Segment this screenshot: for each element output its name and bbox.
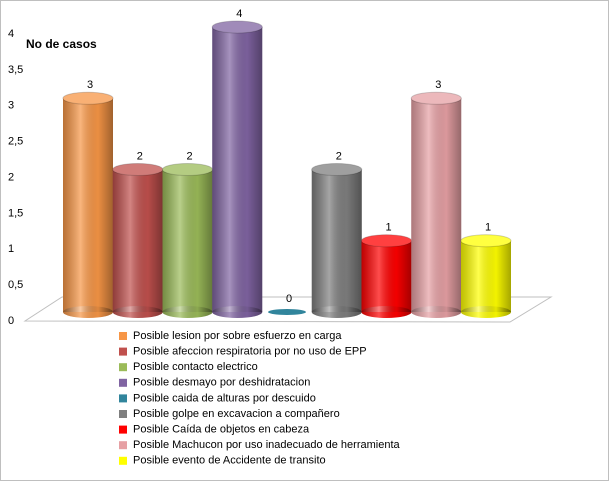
legend-label: Posible lesion por sobre esfuerzo en car…	[133, 330, 342, 342]
bar-top	[211, 20, 263, 34]
y-tick-label: 0	[8, 315, 14, 327]
y-tick-label: 1,5	[8, 207, 23, 219]
y-tick-label: 1	[8, 243, 14, 255]
legend-label: Posible evento de Accidente de transito	[133, 455, 326, 467]
legend-swatch	[119, 332, 127, 340]
y-tick-label: 2,5	[8, 136, 23, 148]
legend-label: Posible afeccion respiratoria por no uso…	[133, 346, 367, 358]
data-label: 2	[137, 150, 143, 162]
bar-top-light	[311, 163, 362, 176]
data-label: 3	[87, 79, 93, 91]
data-label: 1	[485, 222, 491, 234]
legend-label: Posible desmayo por deshidratacion	[133, 377, 310, 389]
bar-top-light	[63, 92, 113, 105]
y-tick-label: 3	[8, 100, 14, 112]
bar-shade	[63, 98, 113, 312]
legend-swatch	[119, 378, 127, 387]
legend-label: Posible Machucon por uso inadecuado de h…	[133, 439, 400, 451]
bar-disk	[268, 309, 306, 315]
bar-shade	[411, 98, 462, 312]
axis-title: No de casos	[26, 37, 97, 51]
data-label: 0	[286, 293, 292, 305]
bar-top-light	[361, 234, 412, 247]
bar	[162, 163, 213, 318]
legend-label: Posible golpe en excavacion a compañero	[133, 408, 340, 420]
legend-swatch	[119, 363, 127, 372]
bar-shade	[212, 27, 263, 312]
legend-swatch	[119, 394, 127, 403]
bar-top-light	[112, 163, 163, 176]
bar	[268, 309, 306, 315]
bar	[361, 234, 412, 318]
bar	[410, 91, 462, 318]
bar	[112, 163, 164, 318]
bar	[311, 163, 363, 318]
bar-top-light	[461, 234, 511, 247]
data-label: 1	[385, 222, 391, 234]
y-tick-label: 3,5	[8, 64, 23, 76]
bar-shade	[162, 169, 213, 312]
bar-top	[62, 91, 114, 105]
y-tick-label: 2	[8, 171, 14, 183]
bar-top-light	[162, 163, 213, 176]
bar-shade	[311, 169, 362, 312]
bar-shade	[461, 240, 511, 312]
legend-swatch	[119, 441, 127, 450]
bar-shade	[361, 240, 412, 312]
y-tick-label: 4	[8, 28, 14, 40]
legend-swatch	[119, 410, 127, 418]
bar-top	[311, 163, 363, 176]
legend-swatch	[119, 456, 127, 465]
bar-top	[460, 234, 512, 248]
bar	[460, 234, 512, 318]
bar	[211, 20, 263, 318]
y-tick-label: 0,5	[8, 279, 23, 291]
bar-top-light	[212, 21, 263, 33]
data-label: 2	[186, 150, 192, 162]
legend-label: Posible caida de alturas por descuido	[133, 392, 316, 404]
legend-label: Posible contacto electrico	[133, 361, 258, 373]
data-label: 2	[336, 150, 342, 162]
bar-top-light	[411, 92, 462, 105]
bar-top	[410, 91, 462, 105]
data-label: 3	[435, 79, 441, 91]
data-label: 4	[236, 8, 242, 20]
legend-swatch	[119, 425, 127, 434]
legend-swatch	[119, 347, 127, 356]
bar-shade	[112, 169, 163, 312]
bar	[62, 91, 114, 318]
legend-label: Posible Caída de objetos en cabeza	[133, 424, 310, 436]
